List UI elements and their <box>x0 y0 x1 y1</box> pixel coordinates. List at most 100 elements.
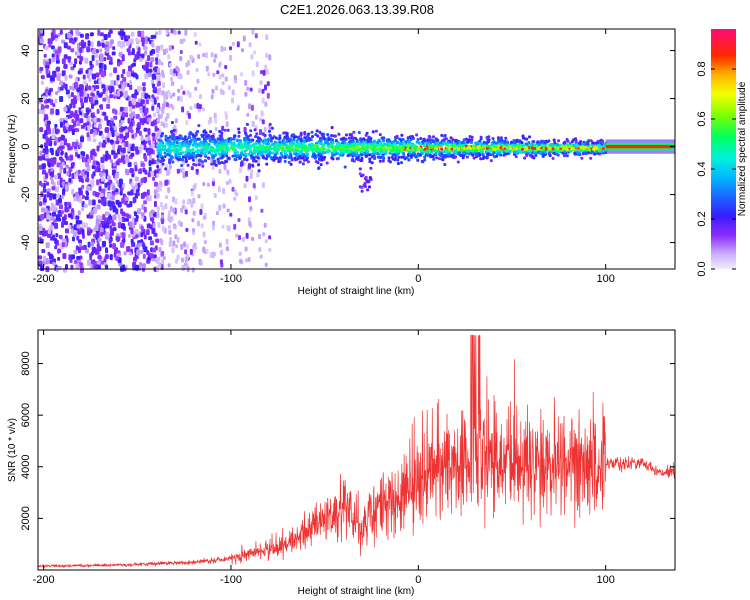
spectrogram-cell <box>201 107 205 112</box>
spectrogram-cell <box>207 72 211 77</box>
spectrogram-cell <box>161 218 164 225</box>
spectrogram-cell <box>121 223 126 230</box>
spectrogram-cell <box>132 62 136 67</box>
spectrogram-cell <box>216 70 220 75</box>
spectrogram-cell <box>200 223 204 229</box>
spectrogram-cell <box>244 246 248 252</box>
spectrogram-cell <box>179 168 183 173</box>
spectrogram-cell <box>565 148 569 152</box>
spectrogram-cell <box>189 248 193 255</box>
spectrogram-cell <box>194 40 198 45</box>
spectrogram-cell <box>90 210 95 216</box>
spectrogram-cell <box>311 144 315 148</box>
colorbar-tick-label: 0.4 <box>696 161 708 176</box>
spectrogram-cell <box>307 143 311 147</box>
spectrogram-cell <box>210 162 214 166</box>
spectrogram-cell <box>416 158 420 162</box>
spectrogram-cell <box>231 89 235 96</box>
spectrogram-cell <box>522 143 526 147</box>
spectrogram-cell <box>69 111 74 117</box>
spectrogram-cell <box>79 142 83 149</box>
spectrogram-cell <box>415 133 419 137</box>
spectrogram-cell <box>495 154 499 158</box>
spectrogram-cell <box>238 235 241 240</box>
spectrogram-cell <box>202 215 206 220</box>
spectrogram-cell <box>199 94 202 100</box>
spectrogram-cell <box>257 163 260 167</box>
spectrogram-cell <box>85 190 89 195</box>
spectrogram-cell <box>64 116 68 121</box>
spectrogram-cell <box>259 117 263 122</box>
spectrogram-cell <box>410 147 414 151</box>
spectrogram-cell <box>248 221 252 227</box>
spectrogram-cell <box>42 188 47 193</box>
spectrogram-cell <box>73 250 78 254</box>
spectrogram-cell <box>39 201 42 207</box>
spectrogram-cell <box>197 108 201 113</box>
spectrogram-cell <box>221 128 224 131</box>
spectrogram-cell <box>218 242 222 248</box>
spectrogram-cell <box>233 158 237 161</box>
spectrogram-cell <box>178 143 182 146</box>
spectrogram-cell <box>366 188 370 192</box>
spectrogram-cell <box>479 149 483 153</box>
spectrogram-cell <box>362 142 366 146</box>
spectrogram-cell <box>206 182 210 187</box>
spectrogram-cell <box>171 45 174 50</box>
spectrogram-cell <box>530 154 534 158</box>
spectrogram-cell <box>597 148 601 152</box>
spectrogram-cell <box>395 136 399 140</box>
spectrogram-cell <box>64 206 69 213</box>
spectrogram-cell <box>479 137 483 141</box>
spectrogram-cell <box>254 33 258 39</box>
spectrogram-cell <box>440 133 444 137</box>
spectrogram-cell <box>179 50 183 54</box>
spectrogram-cell <box>252 183 256 188</box>
spectrogram-cell <box>264 64 268 71</box>
spectrogram-cell <box>126 246 131 253</box>
spectrogram-cell <box>76 235 80 241</box>
spectrogram-cell <box>298 154 302 158</box>
spectrogram-cell <box>78 262 83 268</box>
spectrogram-cell <box>259 129 262 135</box>
spectrogram-cell <box>42 231 47 237</box>
spectrogram-cell <box>191 267 195 273</box>
spectrogram-cell <box>258 137 262 141</box>
spectrogram-cell <box>233 196 237 201</box>
spectrogram-cell <box>421 160 425 164</box>
spectrogram-cell <box>227 85 231 91</box>
spectrogram-cell <box>101 157 105 164</box>
spectrogram-cell <box>159 238 163 243</box>
spectrogram-cell <box>60 134 65 141</box>
spectrogram-cell <box>273 153 277 157</box>
spectrogram-cell <box>426 138 430 142</box>
spectrogram-cell <box>165 122 169 128</box>
spectrogram-cell <box>177 72 181 79</box>
spectrogram-cell <box>134 217 139 222</box>
spectrogram-cell <box>52 211 56 217</box>
spectrogram-cell <box>316 134 320 138</box>
spectrogram-cell <box>119 133 124 139</box>
spectrogram-cell <box>430 154 434 158</box>
spectrogram-cell <box>445 145 449 149</box>
spectrogram-cell <box>101 134 105 140</box>
spectrogram-cell <box>77 210 81 216</box>
spectrogram-cell <box>301 145 304 149</box>
spectrogram-cell <box>125 131 130 138</box>
spectrogram-cell <box>475 148 479 152</box>
spectrogram-cell <box>315 145 319 149</box>
spectrogram-cell <box>94 53 99 59</box>
spectrogram-cell <box>127 71 132 78</box>
spectrogram-cell <box>122 160 126 165</box>
spectrogram-cell <box>225 154 229 158</box>
spectrogram-cell <box>91 102 94 109</box>
spectrogram-cell <box>158 129 162 136</box>
spectrogram-cell <box>461 151 465 155</box>
spectrogram-cell <box>98 93 103 98</box>
spectrogram-cell <box>56 193 60 198</box>
spectrogram-cell <box>311 150 315 153</box>
spectrogram-cell <box>164 203 168 210</box>
spectrogram-cell <box>291 140 295 144</box>
spectrogram-cell <box>174 118 178 124</box>
spectrogram-cell <box>141 162 145 167</box>
